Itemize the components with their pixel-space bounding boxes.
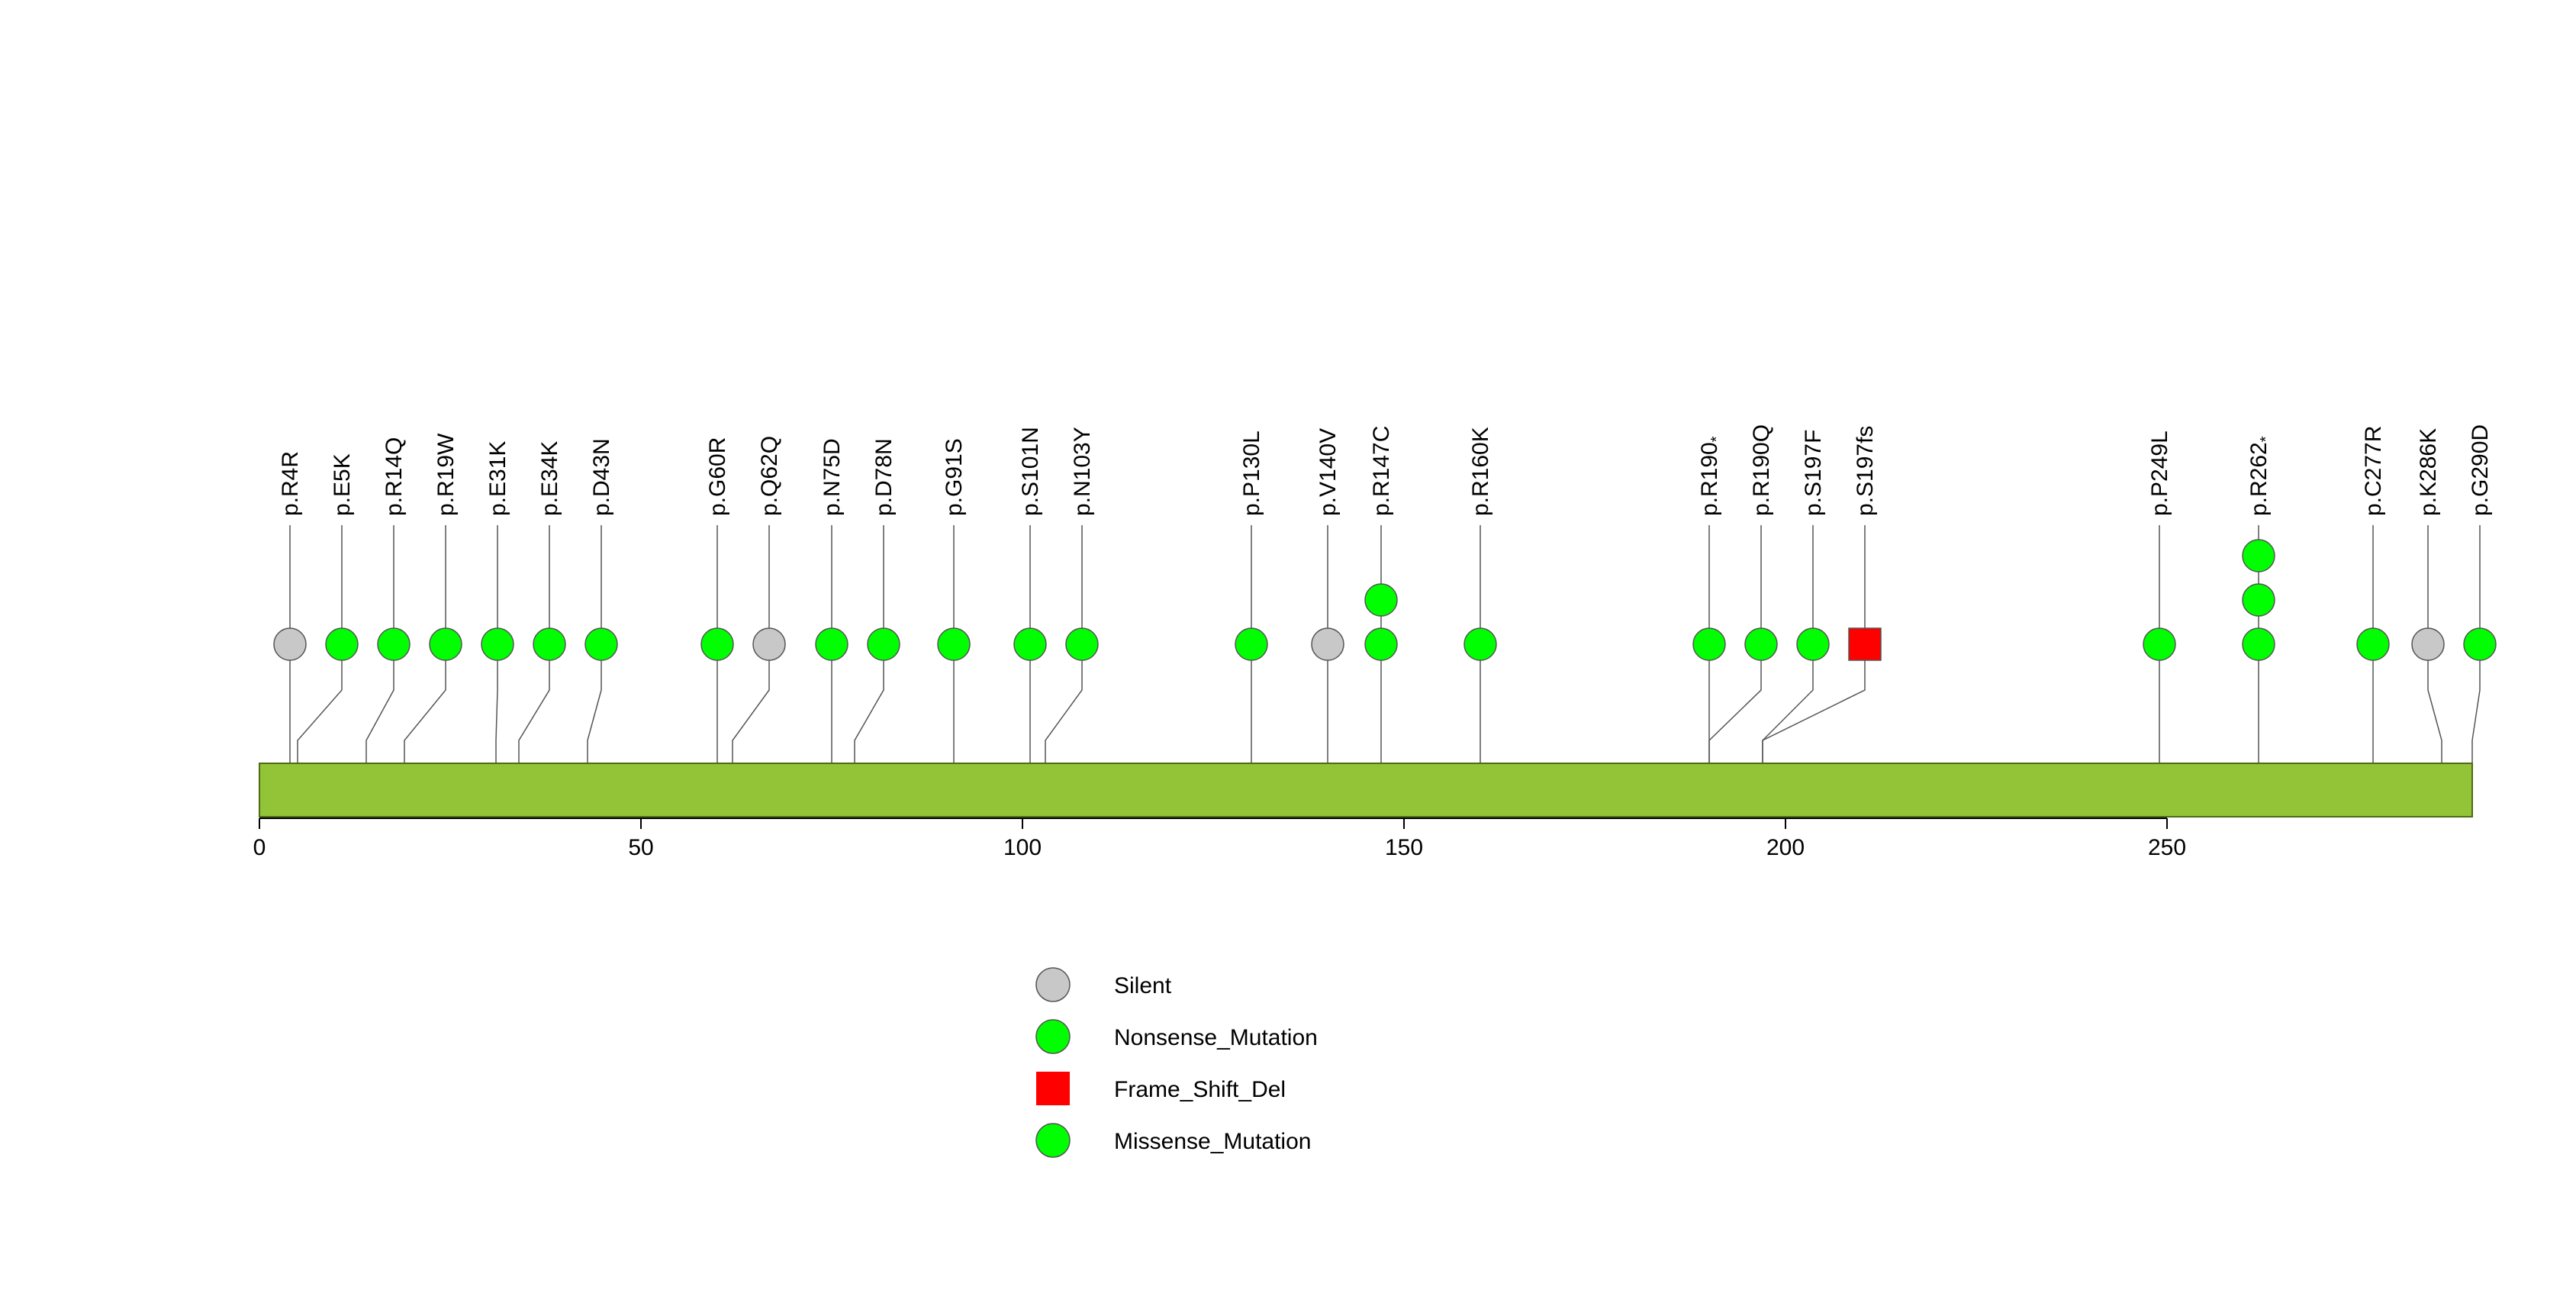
mutation-label-p-r4r: p.R4R (278, 451, 303, 516)
mutation-marker-p-r147c (1364, 627, 1398, 661)
mutation-marker-p-n103y (1065, 627, 1099, 661)
mutation-label-p-k286k: p.K286K (2416, 428, 2441, 516)
x-tick-label: 100 (1003, 835, 1042, 860)
mutation-marker-p-e31k (481, 627, 514, 661)
mutation-marker-p-d43n (584, 627, 618, 661)
mutation-marker-p-r190 (1692, 627, 1726, 661)
mutation-marker-p-r4r (273, 627, 307, 661)
mutation-label-p-d43n: p.D43N (589, 438, 614, 516)
mutation-marker-p-g60r (700, 627, 734, 661)
x-tick-label: 150 (1385, 835, 1423, 860)
mutation-label-p-e5k: p.E5K (330, 453, 355, 516)
mutation-label-p-g60r: p.G60R (705, 437, 730, 516)
mutation-labels: p.R4R p.E5K p.R14Q p.R19W p.E31K p.E34K p.D43N… (278, 424, 2493, 516)
mutation-label-p-d78n: p.D78N (871, 438, 897, 516)
mutation-marker-p-p249l (2143, 627, 2176, 661)
mutation-label-p-s101n: p.S101N (1018, 427, 1043, 516)
x-axis: 0 50 100 150 200 250 (253, 818, 2186, 860)
mutation-marker-p-r262 (2242, 539, 2275, 572)
mutation-label-p-n75d: p.N75D (819, 438, 845, 516)
legend-label-frame-shift-del: Frame_Shift_Del (1114, 1077, 1286, 1102)
legend-symbol-frame-shift-del (1036, 1072, 1070, 1105)
mutation-label-p-s197f: p.S197F (1801, 430, 1826, 516)
mutation-label-p-r190q: p.R190Q (1749, 424, 1774, 516)
mutation-marker-p-v140v (1311, 627, 1344, 661)
legend-symbol-silent (1035, 967, 1071, 1002)
mutation-marker-p-d78n (867, 627, 900, 661)
mutation-label-suffix: * (1708, 436, 1725, 442)
legend-symbol-nonsense-mutation (1035, 1019, 1071, 1054)
x-tick-label: 250 (2148, 835, 2186, 860)
mutation-marker-p-e34k (533, 627, 566, 661)
mutation-marker-p-r14q (377, 627, 411, 661)
mutation-label-p-r147c: p.R147C (1369, 426, 1394, 516)
mutation-label-p-g290d: p.G290D (2468, 424, 2493, 516)
mutation-connector-p-g290d (2471, 644, 2481, 817)
legend-label-silent: Silent (1114, 973, 1172, 998)
mutation-marker-p-g91s (937, 627, 971, 661)
mutation-label-p-p130l: p.P130L (1239, 431, 1264, 516)
mutation-label-p-r160k: p.R160K (1468, 427, 1493, 516)
mutation-marker-p-r160k (1463, 627, 1497, 661)
mutation-marker-p-p130l (1235, 627, 1268, 661)
mutation-marker-p-r190q (1744, 627, 1778, 661)
mutation-marker-p-r262 (2242, 627, 2275, 661)
mutation-marker-p-s197f (1796, 627, 1830, 661)
mutation-label-p-g91s: p.G91S (942, 438, 967, 516)
mutation-marker-p-r262 (2242, 583, 2275, 617)
mutation-label-suffix: * (2258, 436, 2275, 442)
mutation-label-p-n103y: p.N103Y (1070, 427, 1095, 516)
mutation-label-p-s197fs: p.S197fs (1853, 426, 1878, 516)
protein-domain-bar (259, 763, 2473, 818)
mutation-marker-p-r147c (1364, 583, 1398, 617)
x-tick-label: 50 (628, 835, 653, 860)
mutation-marker-p-k286k (2411, 627, 2445, 661)
mutation-label-p-e31k: p.E31K (485, 441, 510, 516)
mutation-label-p-r262: p.R262* (2246, 436, 2275, 516)
mutation-label-p-v140v: p.V140V (1315, 428, 1341, 516)
mutation-marker-p-s101n (1013, 627, 1047, 661)
legend-symbol-missense-mutation (1035, 1123, 1071, 1158)
x-tick-label: 200 (1766, 835, 1805, 860)
mutation-marker-p-s197fs (1848, 627, 1882, 661)
mutation-label-p-r14q: p.R14Q (382, 437, 407, 516)
mutation-label-p-r19w: p.R19W (433, 433, 459, 516)
mutation-marker-p-c277r (2356, 627, 2390, 661)
legend-label-nonsense-mutation: Nonsense_Mutation (1114, 1025, 1318, 1050)
mutation-label-p-p249l: p.P249L (2147, 431, 2172, 516)
mutation-label-p-e34k: p.E34K (537, 441, 562, 516)
mutation-marker-p-q62q (752, 627, 786, 661)
x-tick-label: 0 (253, 835, 266, 860)
mutation-markers (273, 539, 2497, 661)
mutation-marker-p-r19w (429, 627, 462, 661)
mutation-marker-p-n75d (815, 627, 848, 661)
legend-label-missense-mutation: Missense_Mutation (1114, 1129, 1311, 1154)
mutation-label-p-c277r: p.C277R (2361, 426, 2386, 516)
mutation-marker-p-g290d (2463, 627, 2497, 661)
mutation-label-p-q62q: p.Q62Q (757, 436, 782, 516)
mutation-label-p-r190: p.R190* (1697, 436, 1725, 516)
mutation-marker-p-e5k (325, 627, 359, 661)
legend: Silent Nonsense_Mutation Frame_Shift_Del Mi… (1035, 967, 1318, 1158)
